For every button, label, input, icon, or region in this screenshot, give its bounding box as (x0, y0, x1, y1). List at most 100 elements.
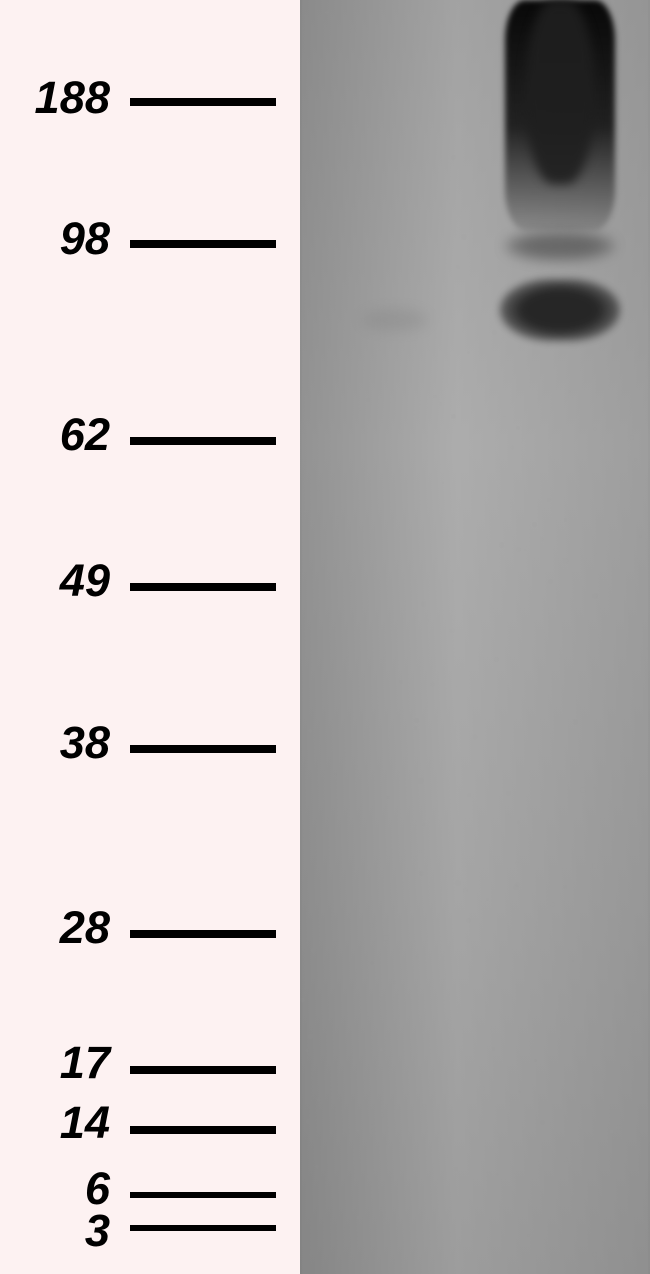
blot-noise-dot (455, 880, 461, 886)
blot-noise-dot (487, 1172, 491, 1176)
blot-noise-dot (444, 1155, 447, 1158)
marker-tick (130, 1192, 276, 1198)
blot-noise-dot (382, 1141, 386, 1145)
blot-noise-dot (496, 1173, 499, 1176)
blot-noise-dot (308, 1034, 313, 1039)
blot-noise-dot (592, 593, 598, 599)
marker-tick (130, 1126, 276, 1134)
blot-noise-dot (461, 234, 467, 240)
blot-noise-dot (526, 808, 531, 813)
blot-noise-dot (515, 882, 520, 887)
blot-noise-dot (311, 948, 315, 952)
blot-noise-dot (422, 823, 425, 826)
blot-noise-dot (414, 718, 419, 723)
blot-noise-dot (316, 127, 319, 130)
blot-noise-dot (466, 918, 471, 923)
marker-tick (130, 1066, 276, 1074)
blot-noise-dot (309, 1253, 312, 1256)
blot-noise-dot (414, 726, 417, 729)
blot-noise-dot (550, 902, 555, 907)
blot-noise-dot (580, 787, 585, 792)
blot-noise-dot (593, 787, 595, 789)
blot-noise-dot (506, 791, 511, 796)
blot-noise-dot (305, 1049, 309, 1053)
blot-noise-dot (378, 1112, 384, 1118)
blot-noise-dot (300, 998, 304, 1002)
blot-noise-dot (516, 547, 521, 552)
marker-tick (130, 98, 276, 106)
blot-noise-dot (318, 13, 321, 16)
blot-noise-dot (518, 1090, 521, 1093)
marker-label: 28 (0, 902, 110, 954)
blot-noise-dot (363, 680, 365, 682)
blot-noise-dot (451, 580, 454, 583)
blot-noise-dot (592, 863, 598, 869)
blot-noise-dot (563, 558, 569, 564)
marker-label: 62 (0, 409, 110, 461)
blot-noise-dot (451, 414, 456, 419)
blot-noise-dot (467, 351, 470, 354)
blot-noise-dot (421, 601, 427, 607)
blot-band (360, 308, 430, 332)
blot-noise-dot (568, 390, 571, 393)
blot-noise-dot (353, 908, 357, 912)
blot-noise-dot (481, 167, 486, 172)
blot-area (300, 0, 650, 1274)
marker-label: 17 (0, 1037, 110, 1089)
blot-noise-dot (515, 861, 519, 865)
blot-noise-dot (393, 981, 396, 984)
blot-noise-dot (325, 324, 331, 330)
blot-noise-dot (499, 542, 505, 548)
marker-tick (130, 583, 276, 591)
blot-noise-dot (368, 923, 373, 928)
blot-noise-dot (617, 47, 621, 51)
blot-noise-dot (610, 1130, 613, 1133)
blot-noise-dot (540, 1120, 545, 1125)
marker-label: 49 (0, 555, 110, 607)
blot-noise-dot (353, 840, 355, 842)
figure-canvas: 1889862493828171463 (0, 0, 650, 1274)
marker-tick (130, 437, 276, 445)
blot-noise-dot (422, 1104, 425, 1107)
blot-noise-dot (508, 502, 513, 507)
marker-tick (130, 745, 276, 753)
blot-noise-dot (412, 238, 415, 241)
marker-label: 188 (0, 72, 110, 124)
blot-noise-dot (536, 922, 541, 927)
blot-noise-dot (540, 537, 545, 542)
marker-label: 38 (0, 717, 110, 769)
blot-smear-core (525, 0, 595, 184)
marker-tick (130, 240, 276, 248)
blot-noise-dot (351, 204, 356, 209)
blot-noise-dot (315, 1165, 319, 1169)
blot-noise-dot (366, 398, 370, 402)
blot-noise-dot (325, 11, 329, 15)
blot-noise-dot (342, 29, 347, 34)
marker-label: 14 (0, 1097, 110, 1149)
blot-noise-dot (399, 680, 403, 684)
blot-noise-dot (534, 1059, 537, 1062)
blot-band (500, 279, 620, 341)
blot-noise-dot (479, 1086, 484, 1091)
blot-noise-dot (433, 395, 437, 399)
blot-noise-dot (633, 1011, 638, 1016)
blot-noise-dot (327, 578, 331, 582)
blot-edge-left (300, 0, 302, 1274)
blot-noise-dot (563, 885, 567, 889)
blot-noise-dot (367, 1124, 373, 1130)
blot-noise-dot (419, 871, 424, 876)
marker-label: 98 (0, 213, 110, 265)
blot-band (505, 231, 615, 261)
ladder-panel: 1889862493828171463 (0, 0, 300, 1274)
blot-noise-dot (369, 226, 374, 231)
blot-noise-dot (456, 265, 460, 269)
blot-noise-dot (359, 526, 365, 532)
blot-noise-dot (516, 426, 520, 430)
blot-noise-dot (503, 415, 506, 418)
blot-noise-dot (320, 165, 323, 168)
blot-noise-dot (383, 935, 389, 941)
marker-tick (130, 930, 276, 938)
blot-noise-dot (472, 857, 475, 860)
blot-noise-dot (346, 504, 350, 508)
marker-label: 3 (0, 1205, 110, 1257)
